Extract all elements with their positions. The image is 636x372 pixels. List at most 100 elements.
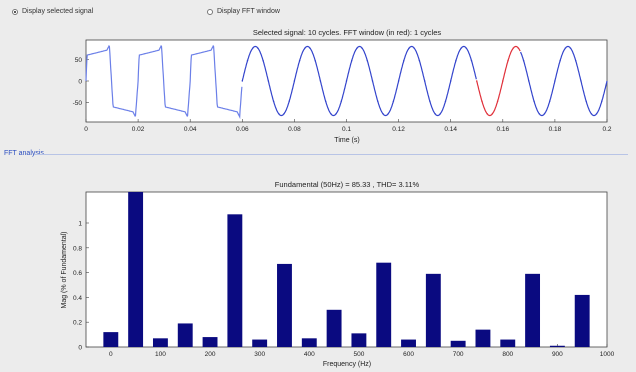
signal-sample-point bbox=[564, 47, 567, 49]
signal-ytick-label: 0 bbox=[78, 79, 82, 86]
signal-sample-point bbox=[559, 60, 561, 62]
fft-bar bbox=[252, 339, 268, 347]
fft-bar bbox=[450, 340, 466, 347]
signal-sample-point bbox=[554, 80, 556, 82]
radio-label-selected-signal: Display selected signal bbox=[22, 8, 94, 15]
signal-sample-point bbox=[330, 113, 332, 115]
signal-xtick-label: 0.18 bbox=[549, 126, 562, 133]
signal-distorted-line bbox=[85, 44, 243, 120]
signal-sample-point bbox=[590, 113, 593, 115]
fft-bar bbox=[549, 345, 565, 347]
signal-sample-point bbox=[335, 113, 337, 115]
signal-sine-line bbox=[241, 45, 477, 117]
fft-xtick-label: 200 bbox=[205, 351, 216, 358]
fft-bar bbox=[326, 309, 342, 347]
signal-sample-point bbox=[408, 47, 410, 49]
fft-chart-title: Fundamental (50Hz) = 85.33 , THD= 3.11% bbox=[275, 180, 420, 189]
fft-bar bbox=[401, 339, 416, 347]
fft-bar bbox=[351, 333, 367, 347]
fft-analysis-label: FFT analysis bbox=[4, 150, 44, 157]
signal-sample-point bbox=[345, 80, 348, 82]
signal-plot: Selected signal: 10 cycles. FFT window (… bbox=[73, 28, 612, 144]
fft-bar bbox=[525, 273, 541, 347]
radio-dot-fft-window[interactable] bbox=[207, 8, 213, 15]
fft-xtick-label: 700 bbox=[453, 351, 464, 358]
signal-sample-point bbox=[324, 100, 327, 102]
fft-xtick-label: 500 bbox=[353, 351, 364, 358]
radio-label-fft-window: Display FFT window bbox=[217, 8, 280, 15]
signal-sine-line bbox=[520, 45, 608, 117]
signal-sample-point bbox=[512, 47, 514, 49]
fft-xtick-label: 600 bbox=[403, 351, 414, 358]
signal-sample-point bbox=[397, 80, 400, 82]
fft-xtick-label: 400 bbox=[304, 351, 315, 358]
signal-sample-point bbox=[517, 47, 520, 49]
signal-sample-point bbox=[444, 100, 447, 102]
signal-sample-point bbox=[314, 60, 316, 62]
fft-bar bbox=[152, 338, 168, 347]
fft-ytick-label: 0.8 bbox=[73, 245, 82, 252]
fft-analysis-divider bbox=[34, 154, 628, 155]
signal-sample-point bbox=[257, 47, 259, 49]
radio-display-selected-signal[interactable]: Display selected signal bbox=[12, 8, 93, 15]
fft-chart-axes bbox=[85, 191, 608, 348]
signal-xtick-label: 0.16 bbox=[496, 126, 509, 133]
signal-xtick-label: 0.02 bbox=[132, 126, 145, 133]
signal-sample-point bbox=[470, 60, 473, 62]
signal-sample-point bbox=[486, 113, 488, 115]
signal-xtick-label: 0.14 bbox=[444, 126, 457, 133]
signal-sample-point bbox=[267, 80, 270, 82]
fft-xtick-label: 900 bbox=[552, 351, 563, 358]
signal-sample-point bbox=[377, 100, 379, 102]
signal-sample-point bbox=[418, 60, 421, 62]
fft-xtick-label: 300 bbox=[254, 351, 265, 358]
signal-sample-point bbox=[366, 60, 369, 62]
signal-sample-point bbox=[528, 80, 530, 82]
fft-bar bbox=[202, 337, 218, 347]
fft-ytick-label: 1 bbox=[78, 221, 82, 228]
signal-xtick-label: 0.08 bbox=[288, 126, 301, 133]
signal-sample-point bbox=[491, 113, 494, 115]
signal-xtick-label: 0.12 bbox=[392, 126, 405, 133]
signal-sample-point bbox=[252, 47, 254, 49]
signal-sample-point bbox=[356, 47, 358, 49]
signal-sample-point bbox=[481, 100, 483, 102]
signal-xtick-label: 0.1 bbox=[342, 126, 351, 133]
fft-ytick-label: 0 bbox=[78, 345, 82, 352]
signal-sample-point bbox=[387, 113, 389, 115]
signal-sample-point bbox=[298, 60, 301, 62]
fft-xtick-label: 1000 bbox=[600, 351, 615, 358]
signal-ytick-label: -50 bbox=[73, 100, 83, 107]
signal-sample-point bbox=[465, 47, 468, 49]
signal-sample-point bbox=[434, 113, 436, 115]
signal-xtick-label: 0.06 bbox=[236, 126, 249, 133]
signal-sample-point bbox=[392, 100, 395, 102]
signal-sample-point bbox=[439, 113, 441, 115]
signal-sample-point bbox=[450, 80, 452, 82]
signal-xtick-label: 0.2 bbox=[602, 126, 611, 133]
signal-sample-point bbox=[585, 100, 587, 102]
fft-bar bbox=[301, 338, 317, 347]
radio-display-fft-window[interactable]: Display FFT window bbox=[207, 8, 280, 15]
signal-sample-point bbox=[507, 60, 509, 62]
signal-sample-point bbox=[595, 113, 598, 115]
fft-bar bbox=[277, 263, 292, 347]
signal-sample-point bbox=[455, 60, 457, 62]
fft-bar bbox=[177, 323, 193, 347]
fft-ytick-label: 0.2 bbox=[73, 320, 82, 327]
signal-sample-point bbox=[502, 80, 504, 82]
fft-bar bbox=[425, 273, 441, 347]
signal-sample-point bbox=[476, 80, 478, 82]
signal-sample-point bbox=[569, 47, 572, 49]
signal-sample-point bbox=[543, 113, 546, 115]
fft-xtick-label: 800 bbox=[502, 351, 513, 358]
fft-bar bbox=[103, 332, 119, 347]
signal-sample-point bbox=[413, 47, 415, 49]
radio-dot-selected[interactable] bbox=[12, 8, 18, 15]
signal-sample-point bbox=[304, 47, 306, 49]
fft-bar bbox=[128, 192, 144, 347]
signal-sample-point bbox=[548, 100, 551, 102]
fft-chart-xlabel: Frequency (Hz) bbox=[323, 361, 371, 368]
fft-bar bbox=[574, 294, 590, 347]
fft-ytick-label: 0.4 bbox=[73, 295, 82, 302]
